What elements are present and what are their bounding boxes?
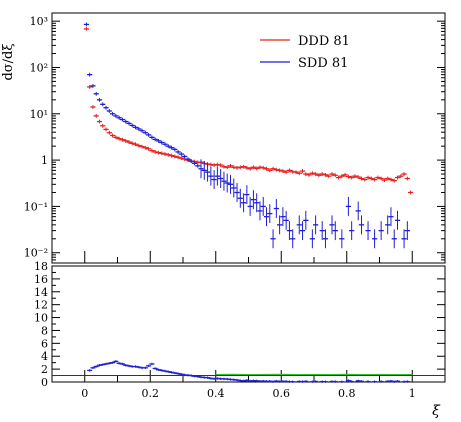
main-y-tick-label: 10¹: [30, 108, 48, 121]
ratio-y-tick-label: 6: [41, 337, 48, 350]
x-tick-label: 0.8: [338, 387, 356, 400]
x-tick-label: 0.4: [207, 387, 225, 400]
legend-label-sdd81: SDD 81: [298, 56, 348, 71]
main-y-tick-label: 10⁻²: [24, 247, 48, 260]
x-tick-label: 0.2: [142, 387, 160, 400]
ratio-y-tick-label: 16: [34, 273, 48, 286]
ratio-y-tick-label: 2: [41, 363, 48, 376]
x-tick-label: 0.6: [273, 387, 291, 400]
main-y-tick-label: 10⁻¹: [24, 200, 48, 213]
legend: DDD 81 SDD 81: [260, 34, 350, 71]
legend-label-ddd81: DDD 81: [298, 34, 350, 49]
x-tick-label: 0: [81, 387, 88, 400]
x-tick-label: 1: [409, 387, 416, 400]
ratio-x-axis: 0 0.2 0.4 0.6 0.8 1: [51, 370, 446, 400]
x-axis-label: ξ: [432, 403, 441, 419]
ratio-data-points: [52, 360, 445, 383]
ratio-plot-frame: [51, 265, 446, 383]
main-y-tick-label: 10²: [30, 61, 48, 74]
ratio-y-tick-label: 10: [34, 312, 48, 325]
main-x-axis: [51, 251, 446, 263]
ratio-y-tick-label: 18: [34, 260, 48, 273]
ratio-y-tick-label: 14: [34, 286, 48, 299]
y-axis-label: dσ/dξ: [1, 43, 16, 80]
ratio-y-tick-label: 8: [41, 324, 48, 337]
ratio-y-tick-label: 0: [41, 376, 48, 389]
main-plot-frame: [51, 12, 446, 264]
main-data-points: [83, 22, 414, 249]
main-y-axis: 10⁻² 10⁻¹ 1 10¹ 10² 10³: [24, 15, 445, 264]
main-y-tick-label: 1: [41, 154, 48, 167]
ratio-y-tick-label: 4: [41, 350, 48, 363]
ratio-y-tick-label: 12: [34, 299, 48, 312]
main-y-tick-label: 10³: [30, 15, 48, 28]
main-panel: 10⁻² 10⁻¹ 1 10¹ 10² 10³ dσ/dξ DDD 81 SDD 81: [1, 12, 446, 264]
